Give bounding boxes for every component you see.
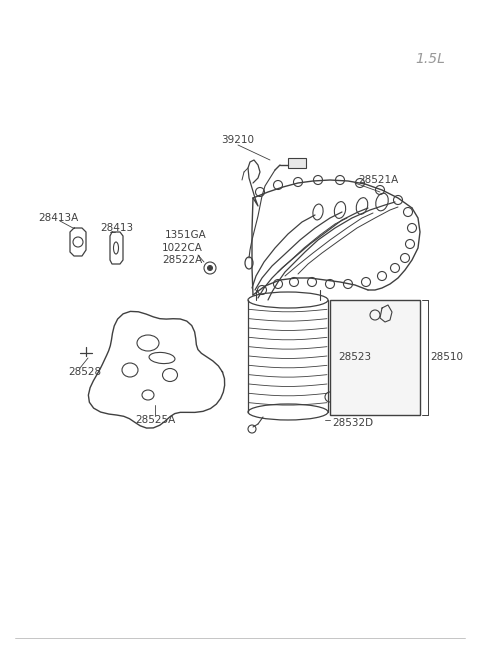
Text: 1351GA: 1351GA [165,230,207,240]
Text: 28523: 28523 [338,352,371,362]
Text: 39210: 39210 [221,135,254,145]
Text: 28510: 28510 [430,352,463,362]
Text: 28413A: 28413A [38,213,78,223]
Text: 28525A: 28525A [135,415,175,425]
Bar [288,158,306,168]
Bar [330,300,420,415]
Text: 28532D: 28532D [332,418,373,428]
Text: 1022CA: 1022CA [162,243,203,253]
Text: 28521A: 28521A [358,175,398,185]
Text: 1.5L: 1.5L [415,52,445,66]
Text: 28522A: 28522A [162,255,202,265]
Text: 28413: 28413 [100,223,133,233]
Circle shape [207,265,213,271]
Text: 28528: 28528 [68,367,101,377]
